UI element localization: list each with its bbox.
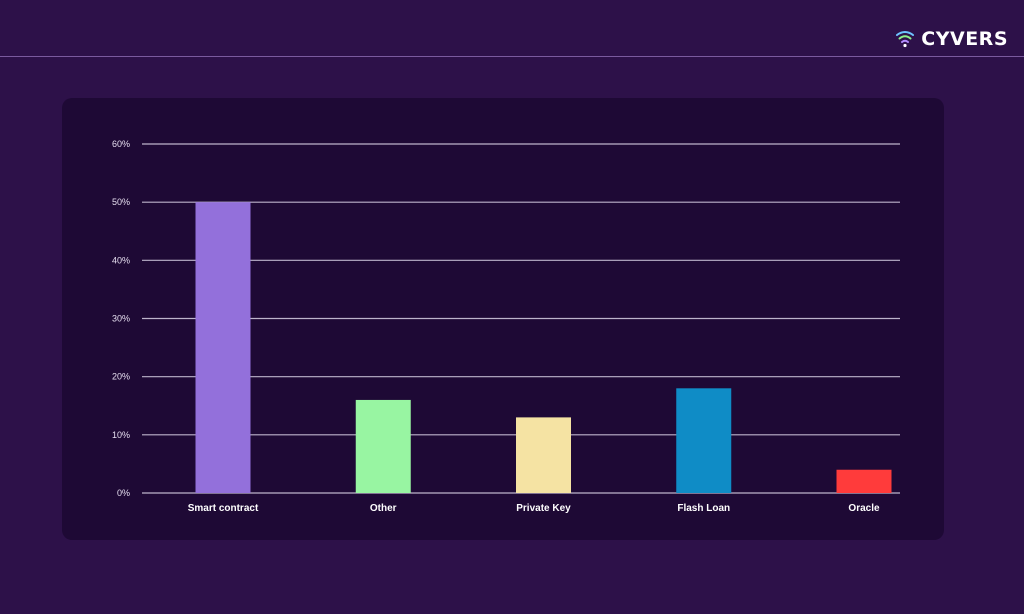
bar (195, 202, 251, 493)
header-divider (0, 56, 1024, 57)
bar (355, 399, 411, 493)
brand-logo: CYVERS (895, 28, 1008, 50)
x-tick-label: Private Key (516, 503, 571, 514)
x-tick-label: Other (370, 503, 397, 514)
x-tick-label: Smart contract (188, 503, 259, 514)
y-tick-label: 30% (112, 314, 130, 324)
y-tick-label: 0% (117, 488, 130, 498)
y-tick-label: 20% (112, 372, 130, 382)
bar (516, 417, 571, 493)
brand-name: CYVERS (921, 28, 1008, 50)
bar (676, 388, 732, 493)
wifi-shield-icon (896, 31, 915, 48)
y-tick-label: 40% (112, 255, 130, 265)
y-tick-label: 60% (112, 139, 130, 149)
y-tick-label: 10% (112, 430, 130, 440)
bar (836, 469, 892, 493)
x-tick-label: Oracle (848, 503, 880, 514)
y-tick-label: 50% (112, 197, 130, 207)
bar-chart: 0% 10% 20% 30% 40% 50% 60% Smart contract Other P… (112, 139, 900, 514)
x-tick-label: Flash Loan (677, 503, 730, 514)
chart-card: 0% 10% 20% 30% 40% 50% 60% Smart contract Other P… (62, 98, 944, 540)
